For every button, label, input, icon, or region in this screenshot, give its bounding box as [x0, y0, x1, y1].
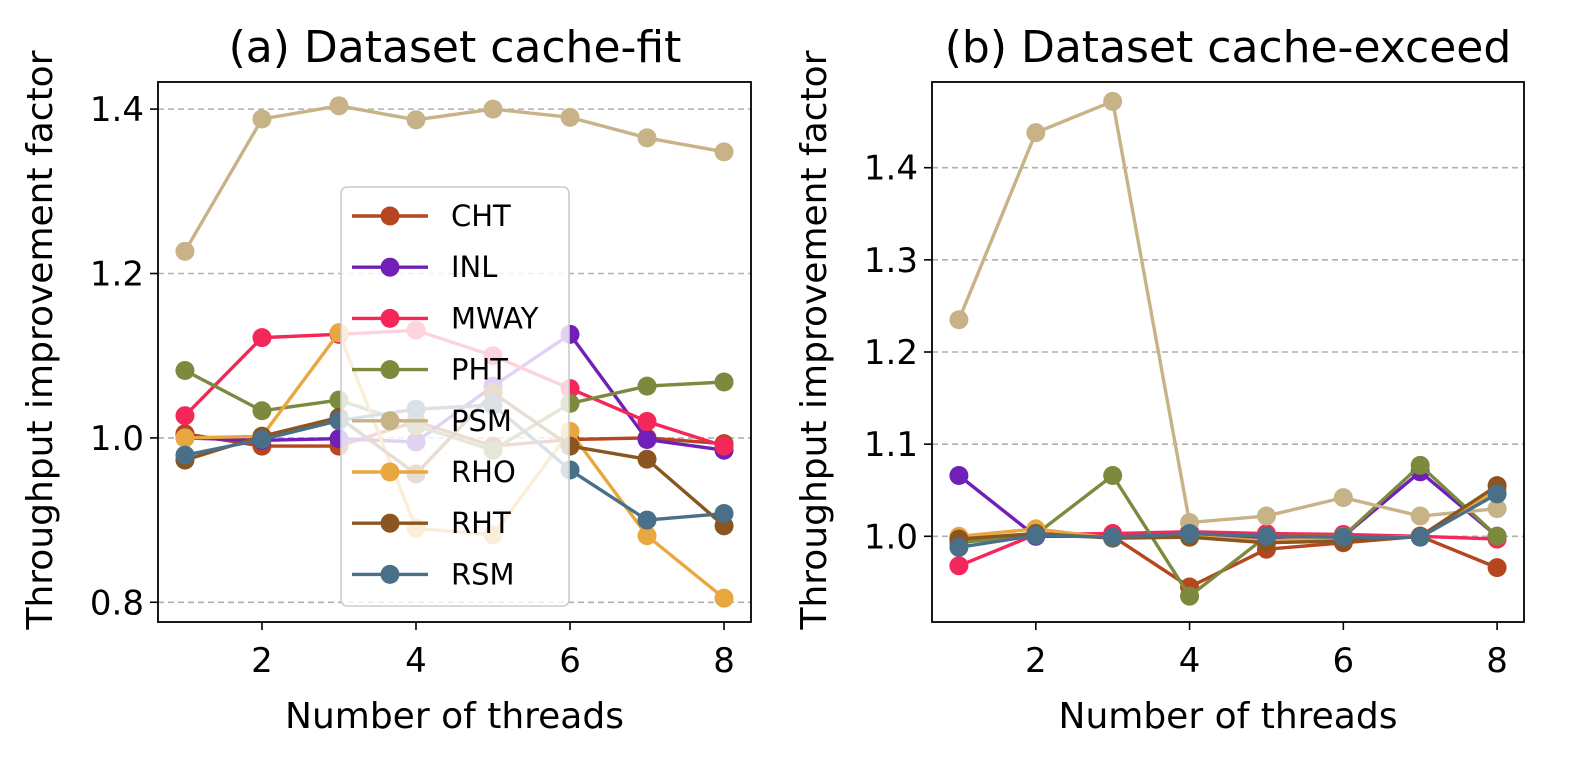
data-point-psm	[252, 109, 272, 129]
data-point-rsm	[637, 510, 657, 530]
data-point-inl	[949, 465, 969, 485]
y-tick-label: 1.2	[90, 255, 144, 295]
y-tick-label: 1.4	[90, 90, 144, 130]
data-point-psm	[1026, 123, 1046, 143]
x-tick-label: 6	[559, 641, 581, 681]
chart-title: (a) Dataset cache-fit	[229, 22, 682, 73]
data-point-rho	[714, 588, 734, 608]
x-axis-label: Number of threads	[285, 696, 624, 737]
data-point-rsm	[1333, 527, 1353, 547]
legend-marker-inl	[380, 257, 400, 277]
series-line-psm	[183, 104, 725, 253]
x-tick-label: 2	[251, 641, 273, 681]
data-point-psm	[949, 310, 969, 330]
series-line-pht	[958, 463, 1499, 598]
x-tick-label: 4	[405, 641, 427, 681]
data-point-rsm	[1026, 525, 1046, 545]
data-point-rsm	[714, 504, 734, 524]
x-tick-label: 4	[1179, 641, 1201, 681]
data-point-pht	[1410, 455, 1430, 475]
data-point-psm	[1410, 506, 1430, 526]
data-point-rsm	[175, 445, 195, 465]
data-point-psm	[1103, 91, 1123, 111]
chart-title: (b) Dataset cache-exceed	[945, 22, 1512, 73]
data-point-inl	[637, 430, 657, 450]
data-point-rsm	[949, 537, 969, 557]
y-tick-label: 1.1	[864, 425, 918, 465]
data-point-psm	[714, 142, 734, 162]
x-tick-label: 6	[1333, 641, 1355, 681]
legend-marker-psm	[380, 411, 400, 431]
data-point-rho	[637, 526, 657, 546]
x-axis-label: Number of threads	[1059, 696, 1398, 737]
plot-frame	[157, 81, 752, 623]
legend-marker-rho	[380, 462, 400, 482]
data-point-psm	[1256, 506, 1276, 526]
series-line-rsm	[958, 492, 1498, 550]
data-point-rht	[637, 449, 657, 469]
y-tick-label: 1.0	[90, 419, 144, 459]
legend-label-rho: RHO	[451, 455, 516, 489]
data-point-psm	[406, 110, 426, 130]
data-point-rsm	[1410, 527, 1430, 547]
data-point-psm	[329, 96, 349, 116]
y-tick-label: 1.3	[864, 241, 918, 281]
data-point-pht	[252, 401, 272, 421]
data-point-pht	[1103, 465, 1123, 485]
series-line-psm	[957, 99, 1498, 525]
data-point-mway	[637, 411, 657, 431]
legend-marker-cht	[380, 206, 400, 226]
data-point-rsm	[252, 430, 272, 450]
data-point-cht	[1487, 558, 1507, 578]
y-tick-label: 1.2	[864, 333, 918, 373]
legend-marker-mway	[380, 308, 400, 328]
legend-label-psm: PSM	[451, 404, 512, 438]
legend-label-rht: RHT	[451, 506, 511, 540]
legend-label-inl: INL	[451, 250, 497, 284]
x-tick-label: 2	[1025, 641, 1047, 681]
y-tick-label: 0.8	[90, 583, 144, 623]
data-point-rsm	[1103, 527, 1123, 547]
x-tick-label: 8	[713, 641, 735, 681]
x-tick-label: 8	[1486, 641, 1508, 681]
chart-panel-2	[924, 81, 1525, 630]
data-point-rho	[175, 428, 195, 448]
legend-box	[340, 186, 570, 607]
data-point-rsm	[1256, 526, 1276, 546]
data-point-pht	[1487, 526, 1507, 546]
y-tick-label: 1.0	[864, 517, 918, 557]
data-point-mway	[252, 328, 272, 348]
data-point-pht	[175, 360, 195, 380]
data-point-psm	[175, 241, 195, 261]
y-tick-label: 1.4	[864, 149, 918, 189]
data-point-psm	[483, 99, 503, 119]
data-point-mway	[949, 556, 969, 576]
legend-label-cht: CHT	[451, 199, 511, 233]
data-point-pht	[714, 372, 734, 392]
data-point-pht	[1180, 586, 1200, 606]
data-point-rsm	[1180, 524, 1200, 544]
legend-marker-rht	[380, 513, 400, 533]
legend-marker-pht	[380, 360, 400, 380]
legend-label-rsm: RSM	[451, 557, 515, 591]
legend-label-mway: MWAY	[451, 301, 539, 335]
y-axis-label: Throughput improvement factor	[794, 50, 835, 630]
data-point-rsm	[1487, 484, 1507, 504]
data-point-mway	[175, 406, 195, 426]
data-point-psm	[1487, 499, 1507, 519]
legend-marker-rsm	[380, 564, 400, 584]
data-point-mway	[714, 436, 734, 456]
y-axis-label: Throughput improvement factor	[20, 50, 61, 630]
data-point-psm	[637, 128, 657, 148]
data-point-psm	[560, 107, 580, 127]
data-point-psm	[1333, 488, 1353, 508]
legend-label-pht: PHT	[451, 353, 508, 387]
data-point-pht	[637, 376, 657, 396]
